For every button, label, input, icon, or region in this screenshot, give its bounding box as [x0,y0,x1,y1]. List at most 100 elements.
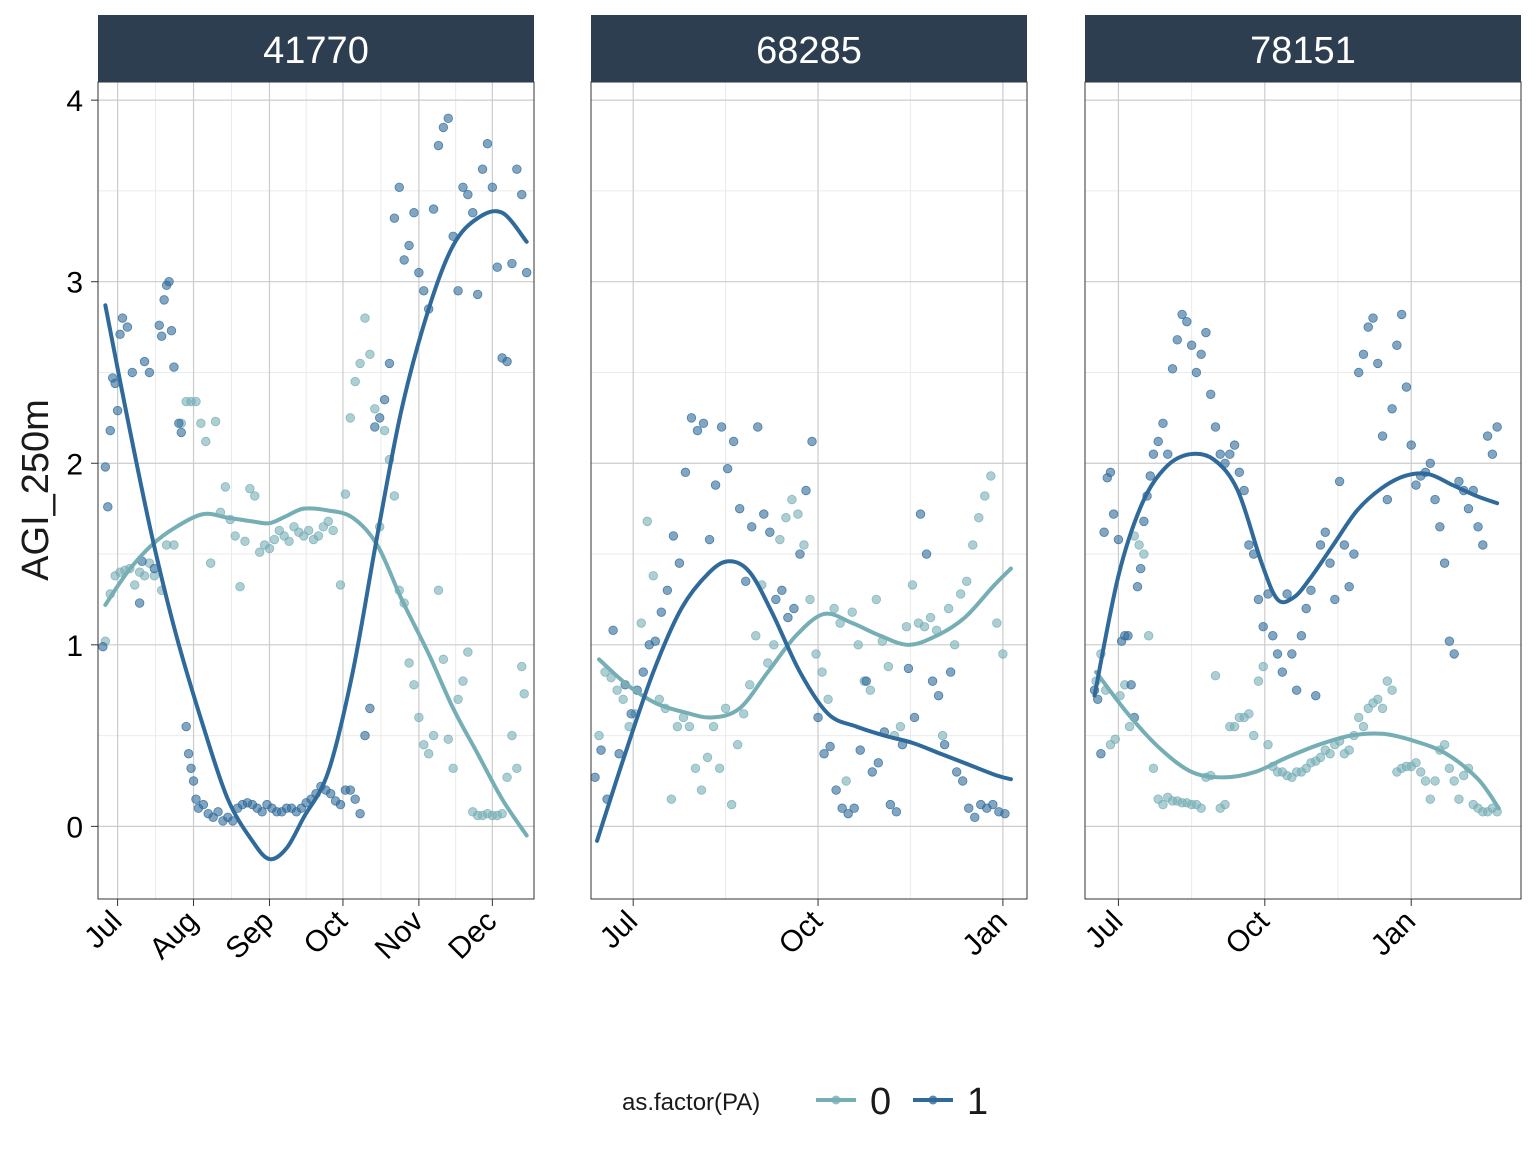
data-point [250,491,260,501]
data-point [404,240,414,251]
data-point [1349,549,1359,559]
data-point [1449,649,1459,659]
data-point [925,612,936,623]
data-point [428,204,439,214]
x-tick-label: Nov [369,905,430,966]
data-point [720,703,731,714]
data-point [805,594,815,605]
data-point [843,808,853,819]
data-point [1282,589,1292,599]
data-point [1000,808,1010,819]
x-tick-label: Jan [956,905,1014,963]
data-point [626,709,636,719]
data-point [1454,476,1464,487]
data-point [130,580,140,590]
data-point [1325,558,1335,568]
data-point [714,763,725,773]
data-point [1258,621,1268,632]
data-point [1158,418,1168,429]
data-point [974,513,984,523]
data-point [891,807,902,817]
data-point [1439,739,1450,750]
data-point [873,758,884,768]
data-point [968,540,978,550]
data-point [1387,404,1397,414]
data-point [423,749,434,759]
data-point [849,803,859,813]
facet-strip [1085,15,1521,82]
data-point [166,326,177,336]
data-point [191,396,201,407]
data-point [1296,631,1307,641]
data-point [517,661,527,672]
data-point [169,362,179,372]
data-point [853,640,863,650]
data-point [895,721,906,732]
data-point [502,772,512,783]
data-point [463,647,473,657]
data-point [240,536,250,547]
data-point [841,776,851,786]
data-point [433,585,444,596]
facet-strip [98,15,534,82]
data-point [698,418,709,429]
data-point [443,734,453,744]
x-tick-label: Jan [1365,905,1423,963]
legend-entry: 1 [913,1081,988,1123]
data-point [739,709,749,719]
data-point [191,794,201,804]
data-point [1411,758,1421,768]
data-point [1177,309,1187,320]
series-points [1091,531,1502,817]
smooth-line [1094,670,1501,811]
data-point [970,812,980,823]
data-point [1244,709,1254,719]
data-point [269,534,280,545]
data-point [799,540,809,550]
data-point [747,522,757,532]
data-point [379,425,390,436]
facet-panel: Jul Oct Jan 78151 [1079,15,1522,963]
data-point [389,213,400,223]
data-point [1215,449,1225,459]
data-point [668,531,679,541]
data-point [1459,770,1469,781]
data-point [1134,540,1144,550]
data-point [365,349,375,360]
data-point [765,527,775,537]
data-point [98,641,108,652]
y-tick-label: 4 [66,85,83,118]
data-point [492,262,502,272]
data-point [795,549,805,559]
data-point [915,509,926,519]
facet-panel: Jul Aug Sep Oct Nov Dec 41770 [78,15,535,966]
series-points [594,471,1008,810]
data-point [1401,382,1412,392]
data-point [419,739,429,750]
data-point [264,543,275,554]
data-point [992,618,1002,628]
data-point [370,422,380,432]
data-point [1306,585,1316,596]
data-point [1492,422,1502,432]
data-point [1287,649,1297,659]
data-point [1148,449,1159,459]
legend-entry: 0 [816,1081,891,1123]
data-point [139,571,150,581]
data-point [409,680,419,690]
data-point [213,807,223,817]
data-point [335,799,346,810]
series-points [590,413,1010,823]
data-point [909,712,920,723]
data-point [340,489,351,499]
data-point [1123,631,1133,641]
x-tick-label: Oct [298,904,355,961]
data-point [674,558,685,568]
data-point [1206,389,1216,399]
facet-strip-title: 41770 [263,30,369,72]
data-point [789,603,799,614]
data-point [230,531,240,541]
x-tick-label: Oct [773,904,830,961]
data-point [144,367,155,378]
